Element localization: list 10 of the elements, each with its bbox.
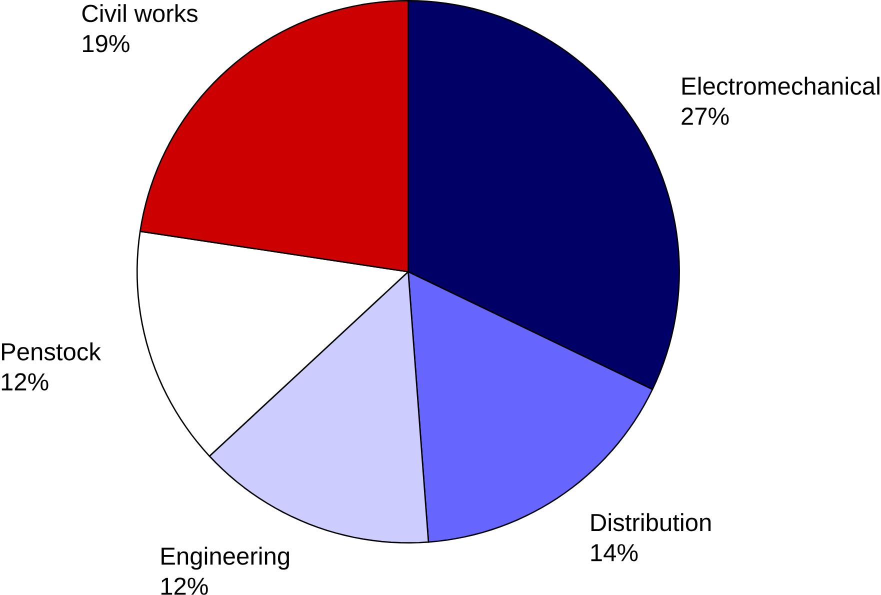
- slice-label: Electromechanical: [682, 76, 880, 95]
- data-label: 19%: [83, 34, 130, 52]
- data-label: 14%: [591, 544, 638, 562]
- slice-label: Penstock: [2, 342, 102, 361]
- slice-label: Civil works: [82, 4, 198, 22]
- data-label: 12%: [161, 578, 208, 595]
- data-label: 27%: [682, 108, 729, 125]
- data-label: 12%: [2, 373, 48, 391]
- slice-label: Distribution: [591, 513, 711, 532]
- slice-label: Engineering: [162, 546, 289, 570]
